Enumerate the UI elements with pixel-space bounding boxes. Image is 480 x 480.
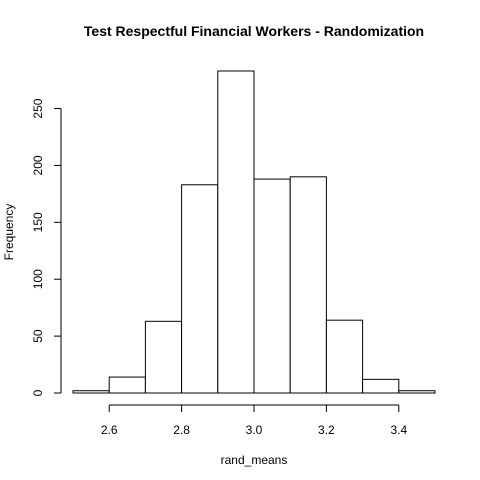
y-axis-label: Frequency <box>2 204 16 261</box>
y-tick-label: 150 <box>31 212 45 232</box>
x-tick-label: 2.6 <box>101 423 118 437</box>
y-tick-label: 100 <box>31 269 45 289</box>
y-tick-label: 200 <box>31 155 45 175</box>
x-tick-label: 3.2 <box>318 423 335 437</box>
histogram-bar <box>363 379 399 393</box>
histogram-bar <box>182 185 218 393</box>
histogram-bar <box>145 321 181 393</box>
histogram-bar <box>254 179 290 393</box>
chart-title: Test Respectful Financial Workers - Rand… <box>84 23 424 39</box>
x-axis: 2.6 2.8 3.0 3.2 3.4 <box>101 405 408 437</box>
y-axis: 0 50 100 150 200 250 <box>31 98 61 396</box>
histogram-bar <box>326 320 362 393</box>
histogram-bar <box>290 177 326 393</box>
x-tick-label: 3.4 <box>390 423 407 437</box>
y-tick-label: 250 <box>31 98 45 118</box>
histogram-bar <box>399 391 435 393</box>
histogram-bars <box>73 71 435 393</box>
histogram-bar <box>109 377 145 393</box>
histogram-bar <box>218 71 254 393</box>
histogram-bar <box>73 391 109 393</box>
x-axis-label: rand_means <box>221 453 288 467</box>
x-tick-label: 2.8 <box>173 423 190 437</box>
y-tick-label: 0 <box>31 389 45 396</box>
x-tick-label: 3.0 <box>246 423 263 437</box>
y-tick-label: 50 <box>31 329 45 343</box>
